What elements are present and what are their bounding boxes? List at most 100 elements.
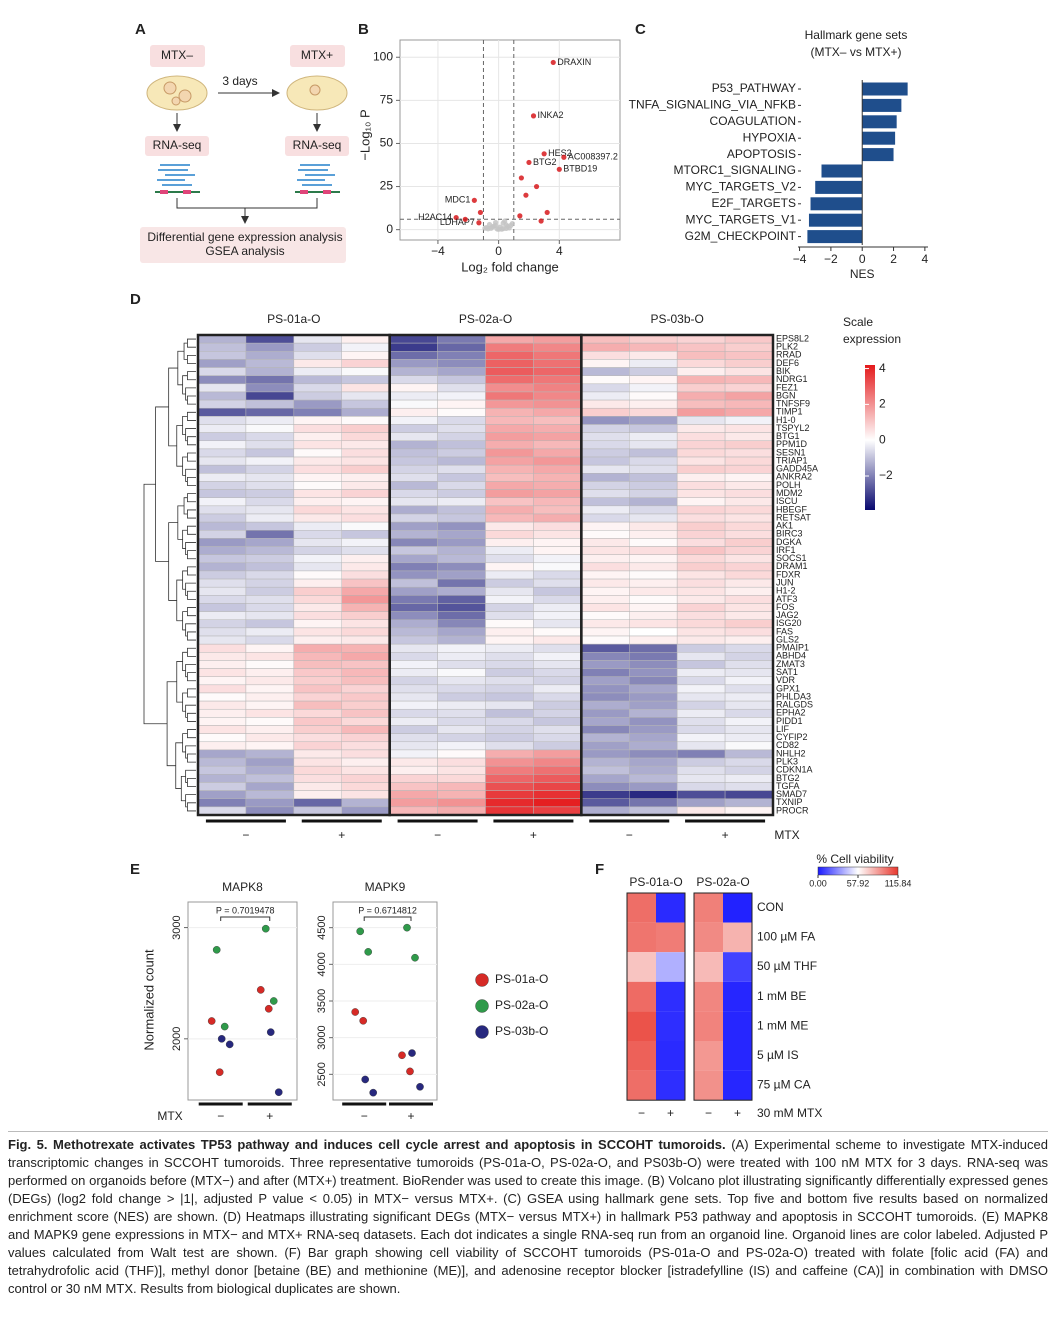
dendrogram bbox=[185, 623, 196, 637]
heatmap-cell bbox=[581, 513, 630, 523]
heatmap-cell bbox=[293, 790, 343, 799]
heatmap-cell bbox=[485, 660, 534, 669]
colorbar-label: 0 bbox=[879, 432, 886, 446]
heatmap-cell bbox=[389, 692, 438, 702]
heatmap-cell bbox=[437, 635, 486, 645]
heatmap-cell bbox=[245, 692, 295, 702]
heatmap-cell bbox=[293, 708, 343, 718]
dendrogram bbox=[182, 611, 188, 631]
heatmap-cell bbox=[676, 790, 726, 799]
heatmap-cell bbox=[533, 668, 582, 677]
heatmap-cell bbox=[676, 652, 726, 661]
heatmap-cell bbox=[581, 383, 630, 393]
heatmap-cell bbox=[485, 424, 534, 433]
heatmap-cell bbox=[533, 481, 582, 490]
heatmap-cell bbox=[533, 530, 582, 539]
heatmap-cell bbox=[629, 391, 678, 401]
heatmap-cell bbox=[389, 733, 438, 743]
heatmap-cell bbox=[341, 562, 390, 572]
subplot-title: MAPK8 bbox=[222, 880, 263, 894]
heatmap-cell bbox=[485, 635, 534, 645]
heatmap-cell bbox=[581, 342, 630, 352]
heatmap-cell bbox=[629, 399, 678, 409]
condition-label: + bbox=[338, 828, 345, 842]
heatmap-cell bbox=[437, 432, 486, 442]
heatmap-cell bbox=[341, 725, 390, 734]
row-label: CD82 bbox=[776, 740, 799, 750]
heatmap-cell bbox=[533, 774, 582, 783]
heatmap-cell bbox=[724, 692, 774, 702]
heatmap-cell bbox=[485, 708, 534, 718]
heatmap-cell bbox=[341, 456, 390, 466]
heatmap-cell bbox=[723, 1011, 752, 1041]
heatmap-cell bbox=[533, 733, 582, 743]
bar bbox=[810, 197, 863, 211]
heatmap-cell bbox=[629, 660, 678, 669]
heatmap-cell bbox=[485, 570, 534, 580]
heatmap-cell bbox=[245, 554, 295, 564]
point bbox=[541, 151, 547, 157]
analysis-label: Differential gene expression analysis bbox=[147, 230, 342, 244]
row-label: VDR bbox=[776, 675, 796, 685]
y-tick-label: 25 bbox=[380, 179, 394, 193]
heatmap-cell bbox=[197, 432, 247, 442]
row-label: FDXR bbox=[776, 569, 801, 579]
heatmap-cell bbox=[581, 399, 630, 409]
heatmap-cell bbox=[389, 611, 438, 620]
condition-label: MTX– bbox=[161, 48, 193, 62]
heatmap-cell bbox=[245, 513, 295, 523]
heatmap-cell bbox=[245, 351, 295, 360]
heatmap-cell bbox=[629, 570, 678, 580]
heatmap-cell bbox=[197, 603, 247, 612]
panel-letter: B bbox=[358, 21, 369, 38]
heatmap-cell bbox=[341, 708, 390, 718]
heatmap-cell bbox=[437, 741, 486, 751]
y-tick-label: 4500 bbox=[316, 915, 328, 939]
x-tick-label: − bbox=[217, 1109, 224, 1123]
heatmap-cell bbox=[627, 922, 656, 953]
heatmap-cell bbox=[341, 538, 390, 547]
heatmap-cell bbox=[581, 700, 630, 710]
dendrogram bbox=[177, 350, 185, 386]
category-label: MYC_TARGETS_V1 bbox=[686, 212, 797, 226]
heatmap-cell bbox=[389, 497, 438, 507]
heatmap-cell bbox=[437, 619, 486, 629]
heatmap-cell bbox=[437, 611, 486, 620]
group-label: PS-03b-O bbox=[650, 312, 703, 326]
row-label: TIMP1 bbox=[776, 407, 803, 417]
heatmap-cell bbox=[389, 717, 438, 726]
heatmap-cell bbox=[437, 546, 486, 555]
point bbox=[207, 1017, 216, 1025]
dendrogram bbox=[187, 688, 196, 698]
legend-label: PS-01a-O bbox=[495, 972, 548, 986]
heatmap-cell bbox=[245, 652, 295, 661]
heatmap-cell bbox=[724, 603, 774, 612]
row-label: DGKA bbox=[776, 537, 802, 547]
dendrogram bbox=[176, 661, 183, 703]
heatmap-cell bbox=[581, 432, 630, 442]
row-label: BIK bbox=[776, 366, 791, 376]
heatmap-cell bbox=[533, 676, 582, 686]
heatmap-cell bbox=[533, 619, 582, 629]
heatmap-cell bbox=[724, 578, 774, 588]
heatmap-cell bbox=[197, 530, 247, 539]
heatmap-cell bbox=[197, 586, 247, 596]
heatmap-cell bbox=[724, 586, 774, 596]
row-label: HBEGF bbox=[776, 504, 808, 514]
row-label: RRAD bbox=[776, 350, 802, 360]
heatmap-cell bbox=[341, 481, 390, 490]
heatmap-cell bbox=[341, 473, 390, 482]
point bbox=[508, 222, 514, 229]
group-label: PS-02a-O bbox=[696, 875, 749, 889]
heatmap-cell bbox=[485, 513, 534, 523]
heatmap-cell bbox=[485, 546, 534, 555]
dendrogram bbox=[185, 704, 196, 718]
heatmap-cell bbox=[197, 416, 247, 425]
heatmap-cell bbox=[676, 416, 726, 425]
heatmap-cell bbox=[437, 692, 486, 702]
heatmap-cell bbox=[437, 643, 486, 653]
heatmap-cell bbox=[437, 505, 486, 515]
heatmap-cell bbox=[676, 668, 726, 677]
heatmap-cell bbox=[533, 643, 582, 653]
heatmap-cell bbox=[197, 513, 247, 523]
